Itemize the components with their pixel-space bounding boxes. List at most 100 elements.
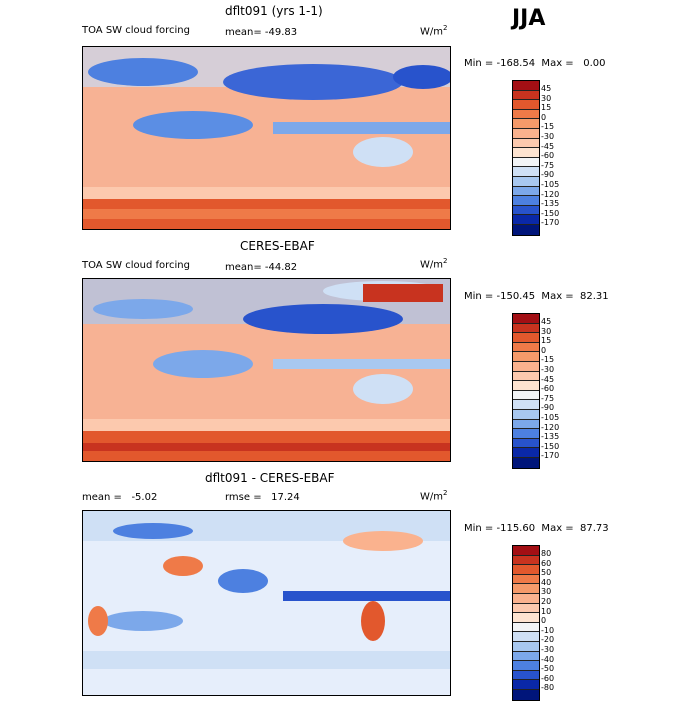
colorbar-tick-label: -150	[541, 441, 560, 451]
panel-1-map	[82, 46, 451, 230]
colorbar-tick-label: -135	[541, 432, 560, 442]
colorbar-swatch	[513, 100, 539, 110]
colorbar-tick-label: -45	[541, 374, 555, 384]
colorbar-tick-label: 30	[541, 93, 552, 103]
panel-1-title: dflt091 (yrs 1-1)	[225, 4, 323, 18]
colorbar-swatch	[513, 167, 539, 177]
season-label: JJA	[512, 6, 546, 31]
panel-3-title: dflt091 - CERES-EBAF	[205, 471, 335, 485]
colorbar-tick-label: 45	[541, 317, 552, 326]
colorbar-tick-label: -30	[541, 644, 555, 654]
colorbar-swatch	[513, 670, 539, 681]
colorbar-tick-label: 60	[541, 558, 552, 568]
colorbar-swatch	[513, 215, 539, 225]
colorbar-swatch	[513, 157, 539, 168]
colorbar-tick-label: -30	[541, 364, 555, 374]
colorbar-tick-label: 40	[541, 577, 552, 587]
colorbar-tick-label: 15	[541, 103, 552, 113]
colorbar-swatch	[513, 574, 539, 585]
colorbar-swatch	[513, 593, 539, 604]
colorbar-swatch	[513, 138, 539, 149]
colorbar-swatch	[513, 613, 539, 623]
colorbar-tick-label: -120	[541, 189, 560, 199]
panel-1-variable-label: TOA SW cloud forcing	[82, 25, 190, 36]
colorbar-swatch	[513, 352, 539, 362]
colorbar-swatch	[513, 90, 539, 101]
colorbar-tick-label: -75	[541, 393, 555, 403]
colorbar-tick-label: -80	[541, 683, 555, 693]
colorbar-tick-label: -50	[541, 664, 555, 674]
panel-1-units: W/m2	[420, 24, 448, 38]
colorbar-tick-label: -20	[541, 635, 555, 645]
colorbar-tick-label: -75	[541, 160, 555, 170]
panel-3-mean: mean = -5.02	[82, 492, 158, 503]
colorbar-swatch	[513, 546, 539, 556]
colorbar-swatch	[513, 429, 539, 439]
colorbar-tick-label: -60	[541, 673, 555, 683]
colorbar-swatch	[513, 224, 539, 235]
colorbar-swatch	[513, 409, 539, 420]
colorbar-swatch	[513, 148, 539, 158]
colorbar-swatch	[513, 448, 539, 458]
colorbar-swatch	[513, 381, 539, 391]
colorbar-swatch	[513, 333, 539, 343]
colorbar-tick-label: -45	[541, 141, 555, 151]
panel-1-minmax: Min = -168.54 Max = 0.00	[464, 58, 606, 69]
colorbar-swatch	[513, 390, 539, 401]
colorbar-swatch	[513, 565, 539, 575]
panel-2-title: CERES-EBAF	[240, 239, 315, 253]
panel-2-colorbar	[512, 313, 540, 469]
colorbar-tick-label: -40	[541, 654, 555, 664]
colorbar-tick-label: -120	[541, 422, 560, 432]
panel-2-mean: mean= -44.82	[225, 262, 298, 273]
colorbar-swatch	[513, 651, 539, 662]
panel-3-map	[82, 510, 451, 696]
panel-2-variable-label: TOA SW cloud forcing	[82, 260, 190, 271]
colorbar-swatch	[513, 661, 539, 671]
panel-3-colorbar-labels: 80 60 50 40 30 20 10 0 -10 -20 -30 -40 -50 -60 -80	[541, 549, 554, 693]
colorbar-swatch	[513, 128, 539, 139]
colorbar-tick-label: -170	[541, 451, 560, 461]
colorbar-swatch	[513, 632, 539, 642]
colorbar-swatch	[513, 419, 539, 430]
colorbar-swatch	[513, 584, 539, 594]
colorbar-swatch	[513, 81, 539, 91]
colorbar-tick-label: -10	[541, 625, 555, 635]
colorbar-tick-label: -105	[541, 179, 560, 189]
colorbar-swatch	[513, 555, 539, 566]
colorbar-swatch	[513, 314, 539, 324]
panel-3-rmse: rmse = 17.24	[225, 492, 300, 503]
colorbar-tick-label: 20	[541, 596, 552, 606]
colorbar-tick-label: -90	[541, 170, 555, 180]
colorbar-tick-label: 50	[541, 568, 552, 578]
colorbar-tick-label: -15	[541, 355, 555, 365]
colorbar-tick-label: -135	[541, 199, 560, 209]
colorbar-swatch	[513, 109, 539, 120]
colorbar-tick-label: -150	[541, 208, 560, 218]
colorbar-tick-label: -170	[541, 218, 560, 228]
panel-2-map	[82, 278, 451, 462]
colorbar-tick-label: 30	[541, 587, 552, 597]
colorbar-swatch	[513, 361, 539, 372]
colorbar-tick-label: 30	[541, 326, 552, 336]
colorbar-swatch	[513, 371, 539, 382]
colorbar-swatch	[513, 603, 539, 614]
colorbar-swatch	[513, 457, 539, 468]
colorbar-tick-label: 0	[541, 616, 547, 626]
colorbar-tick-label: -60	[541, 151, 555, 161]
colorbar-swatch	[513, 196, 539, 206]
colorbar-swatch	[513, 342, 539, 353]
panel-3-minmax: Min = -115.60 Max = 87.73	[464, 523, 609, 534]
colorbar-tick-label: 15	[541, 336, 552, 346]
colorbar-swatch	[513, 176, 539, 187]
colorbar-tick-label: -105	[541, 412, 560, 422]
panel-3-units: W/m2	[420, 489, 448, 503]
colorbar-swatch	[513, 119, 539, 129]
panel-3-colorbar	[512, 545, 540, 701]
colorbar-swatch	[513, 438, 539, 449]
colorbar-swatch	[513, 680, 539, 690]
panel-2-minmax: Min = -150.45 Max = 82.31	[464, 291, 609, 302]
colorbar-tick-label: 0	[541, 345, 547, 355]
colorbar-tick-label: -60	[541, 384, 555, 394]
colorbar-swatch	[513, 622, 539, 633]
